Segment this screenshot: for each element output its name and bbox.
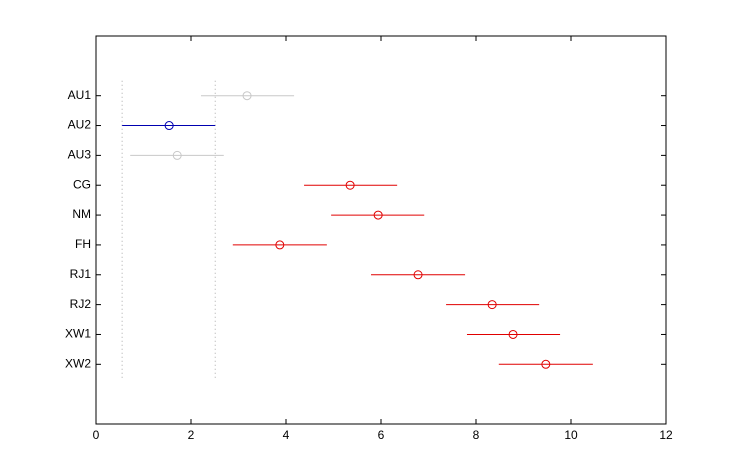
estimate [541,359,551,369]
y-tick-label: NM [72,207,91,221]
x-tick-label: 0 [93,428,100,442]
estimate [508,329,518,339]
y-tick-label: AU1 [68,88,92,102]
y-tick-label: FH [75,237,91,251]
y-tick-label: AU3 [68,148,92,162]
estimate [413,270,423,280]
y-tick-label: CG [73,177,91,191]
y-tick-label: XW1 [65,327,91,341]
estimate [164,121,174,131]
estimate [487,300,497,310]
estimate [373,210,383,220]
y-tick-label: RJ1 [70,267,92,281]
y-tick-label: AU2 [68,118,92,132]
estimate [275,240,285,250]
x-tick-label: 4 [283,428,290,442]
x-tick-label: 2 [188,428,195,442]
plot-area [95,35,667,425]
y-tick-label: XW2 [65,356,91,370]
x-tick-label: 8 [473,428,480,442]
estimate [172,150,182,160]
x-tick-label: 10 [564,428,578,442]
y-tick-label: RJ2 [70,297,92,311]
x-tick-label: 6 [378,428,385,442]
estimate [242,91,252,101]
estimate [345,180,355,190]
x-tick-label: 12 [659,428,673,442]
